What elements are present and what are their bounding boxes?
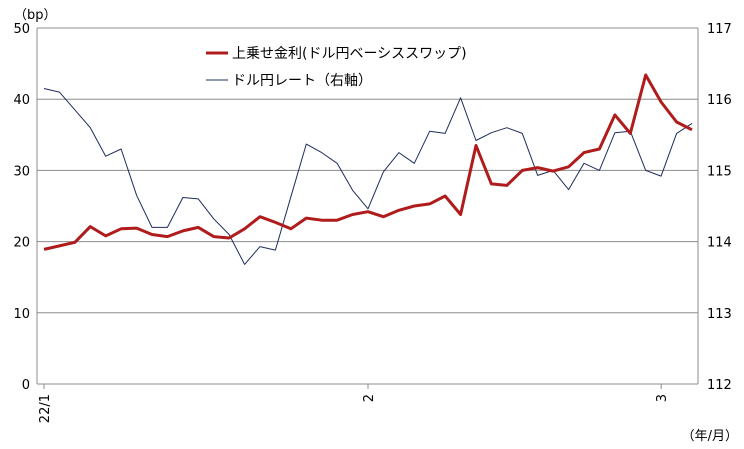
left-y-tick-label: 40 bbox=[13, 93, 30, 108]
series-line-usdjpy bbox=[43, 88, 693, 265]
right-y-tick-label: 116 bbox=[707, 93, 732, 108]
right-y-tick-label: 117 bbox=[707, 22, 732, 37]
right-y-tick-label: 112 bbox=[707, 378, 732, 393]
left-y-tick-label: 0 bbox=[22, 378, 30, 393]
right-y-tick-label: 114 bbox=[707, 236, 732, 251]
x-axis-ticks: 22/1 2 3 bbox=[38, 384, 670, 423]
y-unit-label: （bp） bbox=[14, 8, 57, 23]
right-y-tick-label: 115 bbox=[707, 164, 732, 179]
series-line-basis-swap bbox=[43, 73, 693, 251]
gridlines bbox=[37, 27, 698, 314]
legend-label-basis-swap: 上乗せ金利(ドル円ベーシススワップ) bbox=[232, 46, 467, 62]
series-layer bbox=[43, 73, 693, 265]
x-tick-label: 3 bbox=[655, 394, 670, 402]
legend-label-usdjpy: ドル円レート（右軸） bbox=[232, 73, 372, 89]
x-tick-label: 2 bbox=[362, 394, 377, 402]
right-y-axis-ticks: 112 113 114 115 116 117 bbox=[707, 22, 732, 393]
left-y-axis-ticks: 0 10 20 30 40 50 bbox=[13, 22, 30, 393]
right-y-tick-label: 113 bbox=[707, 307, 732, 322]
left-y-tick-label: 20 bbox=[13, 236, 30, 251]
left-y-tick-label: 10 bbox=[13, 307, 30, 322]
legend: 上乗せ金利(ドル円ベーシススワップ) ドル円レート（右軸） bbox=[206, 46, 467, 89]
x-tick-label: 22/1 bbox=[38, 394, 53, 423]
left-y-tick-label: 50 bbox=[13, 22, 30, 37]
x-unit-label: （年/月） bbox=[682, 429, 738, 444]
left-y-tick-label: 30 bbox=[13, 164, 30, 179]
